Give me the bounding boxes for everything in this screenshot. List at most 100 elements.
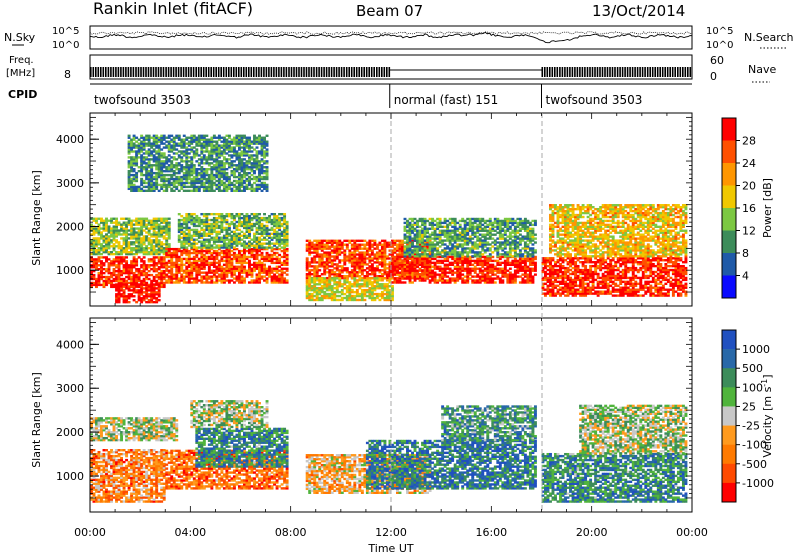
heatmap-cell xyxy=(150,280,153,282)
freq-bar xyxy=(356,67,358,77)
heatmap-cell xyxy=(168,248,171,250)
heatmap-cell xyxy=(228,239,231,241)
heatmap-cell xyxy=(153,283,156,285)
heatmap-cell xyxy=(233,215,236,217)
heatmap-cell xyxy=(180,215,183,217)
heatmap-cell xyxy=(170,144,173,146)
heatmap-cell xyxy=(228,233,231,235)
heatmap-cell xyxy=(268,229,271,231)
heatmap-cell xyxy=(348,240,351,242)
heatmap-cell xyxy=(266,252,269,254)
heatmap-cell xyxy=(346,285,349,287)
heatmap-cell xyxy=(213,190,216,192)
heatmap-cell xyxy=(108,220,111,222)
heatmap-cell xyxy=(333,287,336,289)
heatmap-cell xyxy=(253,148,256,150)
heatmap-cell xyxy=(220,137,223,139)
heatmap-cell xyxy=(113,222,116,224)
heatmap-cell xyxy=(276,275,279,277)
heatmap-cell xyxy=(404,277,407,279)
heatmap-cell xyxy=(213,237,216,239)
heatmap-cell xyxy=(263,275,266,277)
heatmap-cell xyxy=(163,146,166,148)
heatmap-cell xyxy=(165,137,168,139)
heatmap-cell xyxy=(238,135,241,137)
heatmap-cell xyxy=(145,264,148,266)
heatmap-cell xyxy=(323,291,326,293)
heatmap-cell xyxy=(143,291,146,293)
freq-bar xyxy=(158,67,160,77)
heatmap-cell xyxy=(429,264,432,266)
heatmap-cell xyxy=(446,264,449,266)
heatmap-cell xyxy=(183,182,186,184)
heatmap-cell xyxy=(133,299,136,301)
heatmap-cell xyxy=(213,213,216,215)
heatmap-cell xyxy=(378,249,381,251)
heatmap-cell xyxy=(351,295,354,297)
heatmap-cell xyxy=(180,156,183,158)
freq-bar xyxy=(155,67,157,77)
heatmap-cell xyxy=(331,285,334,287)
heatmap-cell xyxy=(103,262,106,264)
heatmap-cell xyxy=(246,213,249,215)
heatmap-cell xyxy=(449,268,452,270)
freq-bar xyxy=(376,67,378,77)
heatmap-cell xyxy=(100,256,103,258)
heatmap-cell xyxy=(286,279,289,281)
heatmap-cell xyxy=(203,219,206,221)
heatmap-cell xyxy=(118,241,121,243)
heatmap-cell xyxy=(155,262,158,264)
heatmap-cell xyxy=(266,141,269,143)
heatmap-cell xyxy=(424,279,427,281)
heatmap-cell xyxy=(311,273,314,275)
heatmap-cell xyxy=(343,240,346,242)
heatmap-cell xyxy=(246,262,249,264)
heatmap-cell xyxy=(273,248,276,250)
heatmap-cell xyxy=(140,264,143,266)
heatmap-cell xyxy=(401,277,404,279)
heatmap-cell xyxy=(148,285,151,287)
heatmap-cell xyxy=(143,287,146,289)
heatmap-cell xyxy=(128,264,131,266)
freq-bar xyxy=(644,67,646,77)
heatmap-cell xyxy=(286,268,289,270)
heatmap-cell xyxy=(153,148,156,150)
heatmap-cell xyxy=(451,270,454,272)
heatmap-cell xyxy=(165,174,168,176)
heatmap-cell xyxy=(180,250,183,252)
heatmap-cell xyxy=(414,260,417,262)
heatmap-cell xyxy=(243,162,246,164)
date-title: 13/Oct/2014 xyxy=(592,2,685,20)
freq-bar xyxy=(589,67,591,77)
heatmap-cell xyxy=(153,287,156,289)
heatmap-cell xyxy=(213,141,216,143)
heatmap-cell xyxy=(273,229,276,231)
heatmap-cell xyxy=(188,156,191,158)
freq-bar xyxy=(687,67,689,77)
heatmap-cell xyxy=(180,150,183,152)
heatmap-cell xyxy=(175,148,178,150)
heatmap-cell xyxy=(135,144,138,146)
heatmap-cell xyxy=(128,251,131,253)
heatmap-cell xyxy=(361,283,364,285)
freq-bar xyxy=(180,67,182,77)
heatmap-cell xyxy=(253,188,256,190)
heatmap-cell xyxy=(246,270,249,272)
heatmap-cell xyxy=(158,223,161,225)
heatmap-cell xyxy=(145,190,148,192)
heatmap-cell xyxy=(328,277,331,279)
heatmap-cell xyxy=(210,223,213,225)
heatmap-cell xyxy=(228,154,231,156)
freq-bar xyxy=(150,67,152,77)
freq-bar xyxy=(341,67,343,77)
heatmap-cell xyxy=(246,178,249,180)
freq-bar xyxy=(358,67,360,77)
heatmap-cell xyxy=(165,252,168,254)
heatmap-cell xyxy=(233,190,236,192)
heatmap-cell xyxy=(205,168,208,170)
heatmap-cell xyxy=(178,162,181,164)
heatmap-cell xyxy=(235,135,238,137)
heatmap-cell xyxy=(123,222,126,224)
freq-bar xyxy=(634,67,636,77)
heatmap-cell xyxy=(313,265,316,267)
